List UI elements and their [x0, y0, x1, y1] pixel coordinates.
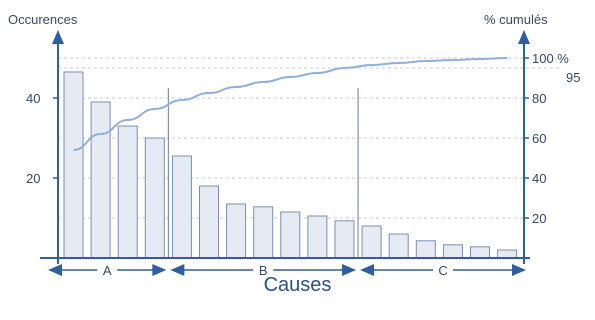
group-label-bg [253, 261, 274, 279]
left-tick-label: 40 [26, 91, 40, 106]
group-label-bg [97, 261, 118, 279]
group-arrow-right [512, 264, 526, 276]
bar [442, 244, 463, 259]
bar [361, 225, 382, 259]
right-tick-label: 100 % [532, 51, 569, 66]
bar [171, 155, 192, 259]
bar [497, 249, 518, 259]
bar [117, 125, 138, 259]
bar [307, 215, 328, 259]
group-arrow-right [342, 264, 357, 276]
left-axis-title: Occurences [8, 12, 78, 27]
tick-labels: 20 40 20 40 60 80 100 % 95 [26, 51, 580, 226]
bar [415, 240, 436, 259]
bar [334, 220, 355, 259]
bar [63, 71, 84, 259]
group-arrow-left [360, 264, 375, 276]
group-label: A [103, 263, 112, 278]
group-arrows: A B C [48, 261, 526, 279]
bar [388, 233, 409, 259]
group-label: C [438, 263, 447, 278]
bar [144, 137, 165, 259]
right-tick-label: 20 [532, 211, 546, 226]
left-axis-arrow [52, 30, 64, 44]
right-axis-arrow [518, 30, 530, 44]
left-tick-label: 20 [26, 171, 40, 186]
group-label: B [259, 263, 268, 278]
cumulative-curve [73, 57, 508, 151]
bar [199, 185, 219, 259]
right-tick-label: 40 [532, 171, 546, 186]
cumulative-line [73, 57, 508, 151]
bar [470, 246, 490, 259]
group-label-bg [433, 261, 454, 279]
group-arrow-left [170, 264, 185, 276]
bar [226, 203, 247, 259]
right-axis-title: % cumulés [484, 12, 548, 27]
bars [63, 71, 518, 259]
right-tick-label: 60 [532, 131, 546, 146]
x-axis-label: Causes [263, 274, 332, 296]
bar [90, 101, 111, 259]
bar [253, 206, 274, 259]
bar [280, 211, 301, 259]
group-dividers [167, 88, 359, 258]
group-arrow-right [152, 264, 167, 276]
axes [40, 30, 530, 264]
right-tick-label: 80 [532, 91, 546, 106]
group-arrow-left [48, 264, 62, 276]
threshold-label: 95 [566, 70, 580, 85]
